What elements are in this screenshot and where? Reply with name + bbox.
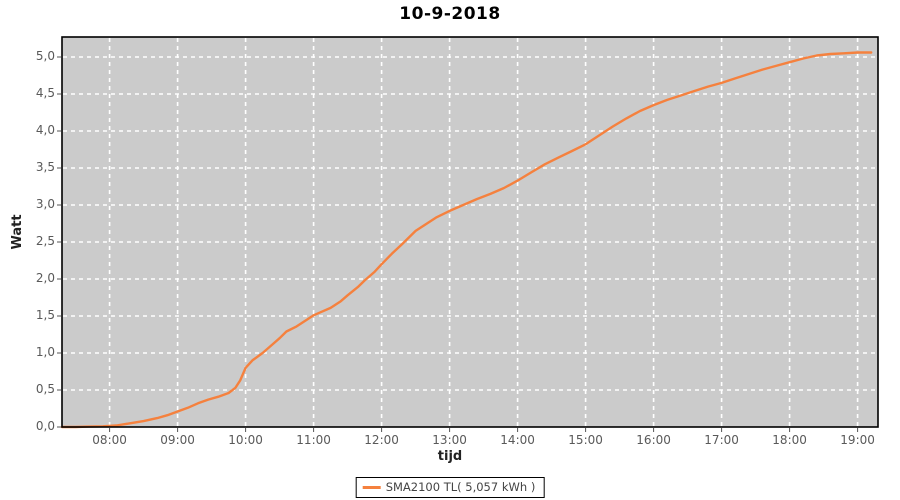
y-tick-label: 3,5: [35, 159, 55, 174]
y-tick-label: 3,0: [35, 196, 55, 211]
x-axis-title: tijd: [437, 449, 463, 464]
y-axis-title: Watt: [10, 214, 25, 250]
legend-label: SMA2100 TL( 5,057 kWh ): [385, 480, 536, 494]
series-line-swatch-icon: [362, 485, 381, 489]
y-tick-label: 4,5: [35, 85, 55, 100]
x-tick-label: 10:00: [228, 433, 263, 447]
x-tick-label: 16:00: [636, 433, 671, 447]
y-tick-label: 2,0: [35, 270, 55, 285]
x-tick-label: 11:00: [296, 433, 331, 447]
y-tick-label: 5,0: [35, 48, 55, 63]
x-tick-label: 08:00: [92, 433, 127, 447]
x-tick-label: 14:00: [500, 433, 535, 447]
y-tick-label: 4,0: [35, 122, 55, 137]
x-tick-label: 13:00: [432, 433, 467, 447]
x-tick-label: 12:00: [364, 433, 399, 447]
x-tick-label: 19:00: [840, 433, 875, 447]
x-tick-label: 09:00: [160, 433, 195, 447]
x-tick-label: 18:00: [772, 433, 807, 447]
chart-title: 10-9-2018: [399, 4, 501, 24]
y-tick-label: 2,5: [35, 233, 55, 248]
x-tick-label: 15:00: [568, 433, 603, 447]
y-tick-label: 1,0: [35, 344, 55, 359]
series-line: [60, 51, 873, 429]
y-tick-label: 0,0: [35, 419, 55, 433]
y-tick-label: 1,5: [35, 307, 55, 322]
legend: SMA2100 TL( 5,057 kWh ): [355, 477, 545, 498]
y-tick-label: 0,5: [35, 381, 55, 396]
x-tick-label: 17:00: [704, 433, 739, 447]
